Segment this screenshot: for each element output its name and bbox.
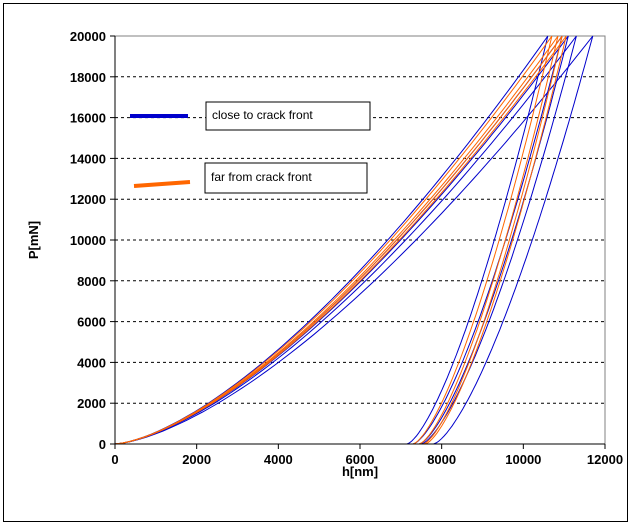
legend-box-close xyxy=(205,101,371,131)
y-tick-label-7: 14000 xyxy=(70,151,106,166)
legend-label-far: far from crack front xyxy=(211,170,312,184)
legend-box-far xyxy=(204,162,368,194)
legend-label-close: close to crack front xyxy=(212,108,313,122)
y-tick-label-8: 16000 xyxy=(70,111,106,126)
y-tick-label-9: 18000 xyxy=(70,70,106,85)
x-tick-label-1: 2000 xyxy=(182,452,211,467)
y-tick-label-5: 10000 xyxy=(70,233,106,248)
series-0-curve-3 xyxy=(114,35,594,445)
series-1-curve-1 xyxy=(114,35,559,445)
series-1-curve-0 xyxy=(114,35,553,445)
x-tick-label-6: 12000 xyxy=(587,452,623,467)
x-tick-label-4: 8000 xyxy=(427,452,456,467)
y-tick-label-4: 8000 xyxy=(77,274,106,289)
y-tick-label-2: 4000 xyxy=(77,355,106,370)
x-tick-label-2: 4000 xyxy=(264,452,293,467)
y-tick-label-1: 2000 xyxy=(77,396,106,411)
series-1-curve-3 xyxy=(114,35,567,445)
chart-frame xyxy=(3,3,628,522)
y-axis-title: P[mN] xyxy=(26,221,41,259)
series-0-curve-0 xyxy=(114,35,549,445)
y-tick-label-6: 12000 xyxy=(70,192,106,207)
legend: close to crack front far from crack fron… xyxy=(130,101,371,194)
x-tick-label-0: 0 xyxy=(111,452,118,467)
y-tick-label-3: 6000 xyxy=(77,315,106,330)
x-tick-label-5: 10000 xyxy=(505,452,541,467)
y-tick-label-0: 0 xyxy=(99,437,106,452)
y-tick-label-10: 20000 xyxy=(70,29,106,44)
legend-swatch-far xyxy=(133,180,191,188)
x-axis-title: h[nm] xyxy=(342,464,378,479)
x-tick-label-3: 6000 xyxy=(346,452,375,467)
series-1-curve-2 xyxy=(114,35,563,445)
series-0-curve-2 xyxy=(114,35,577,445)
